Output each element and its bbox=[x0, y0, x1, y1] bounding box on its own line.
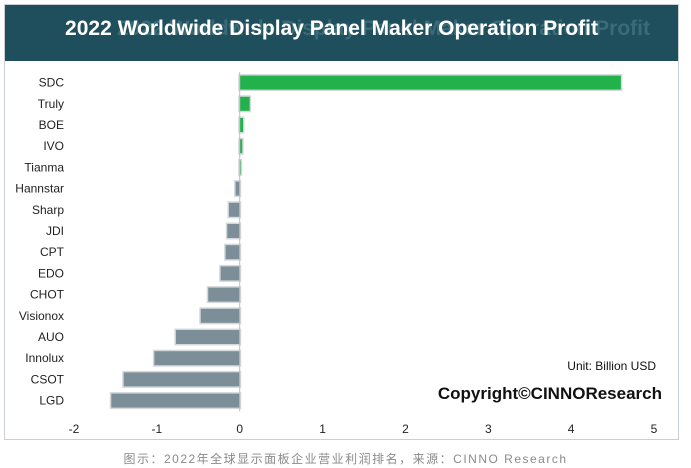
bar-sdc bbox=[239, 75, 621, 90]
unit-label: Unit: Billion USD bbox=[567, 359, 656, 373]
bar-lgd bbox=[111, 393, 240, 408]
category-label-sdc: SDC bbox=[39, 76, 65, 90]
x-tick-label: 0 bbox=[236, 422, 243, 436]
category-label-edo: EDO bbox=[38, 266, 64, 280]
bar-truly bbox=[239, 96, 250, 111]
bar-auo bbox=[175, 330, 240, 344]
category-label-tianma: Tianma bbox=[24, 160, 64, 174]
x-tick-label: 4 bbox=[568, 422, 575, 436]
category-label-jdi: JDI bbox=[46, 224, 64, 238]
bar-innolux bbox=[154, 351, 240, 366]
x-tick-label: 3 bbox=[485, 422, 492, 436]
x-tick-label: 2 bbox=[402, 422, 409, 436]
bars-group bbox=[109, 74, 623, 410]
category-label-hannstar: Hannstar bbox=[15, 182, 64, 196]
bar-jdi bbox=[227, 224, 240, 238]
category-label-visionox: Visionox bbox=[19, 309, 64, 323]
x-tick-label: -2 bbox=[69, 422, 80, 436]
category-label-ivo: IVO bbox=[43, 139, 64, 153]
category-label-csot: CSOT bbox=[31, 372, 65, 386]
bar-hannstar bbox=[235, 181, 240, 196]
bar-visionox bbox=[200, 308, 240, 323]
category-label-boe: BOE bbox=[39, 118, 64, 132]
category-label-auo: AUO bbox=[38, 330, 64, 344]
bar-csot bbox=[123, 372, 240, 387]
bar-edo bbox=[220, 266, 240, 281]
bar-cpt bbox=[225, 245, 240, 260]
bar-chot bbox=[208, 287, 240, 302]
category-label-cpt: CPT bbox=[40, 245, 65, 259]
x-tick-label: 1 bbox=[319, 422, 326, 436]
category-label-lgd: LGD bbox=[39, 394, 64, 408]
category-label-truly: Truly bbox=[38, 97, 64, 111]
bar-sharp bbox=[228, 202, 240, 217]
tick-labels: -2 -1 0 1 2 3 4 5 bbox=[69, 422, 658, 436]
category-label-sharp: Sharp bbox=[32, 203, 64, 217]
bar-ivo bbox=[239, 139, 243, 154]
category-label-innolux: Innolux bbox=[25, 351, 64, 365]
bar-boe bbox=[239, 118, 244, 132]
x-tick-label: 5 bbox=[651, 422, 658, 436]
category-labels: SDC Truly BOE IVO Tianma Hannstar Sharp JDI CPT E… bbox=[15, 76, 64, 408]
copyright-text: Copyright©CINNOResearch bbox=[438, 384, 662, 403]
chart-title: 2022 Worldwide Display Panel Maker Opera… bbox=[65, 17, 598, 40]
figure-caption: 图示：2022年全球显示面板企业营业利润排名，来源：CINNO Research bbox=[123, 452, 568, 466]
x-tick-label: -1 bbox=[152, 422, 163, 436]
category-label-chot: CHOT bbox=[30, 288, 65, 302]
